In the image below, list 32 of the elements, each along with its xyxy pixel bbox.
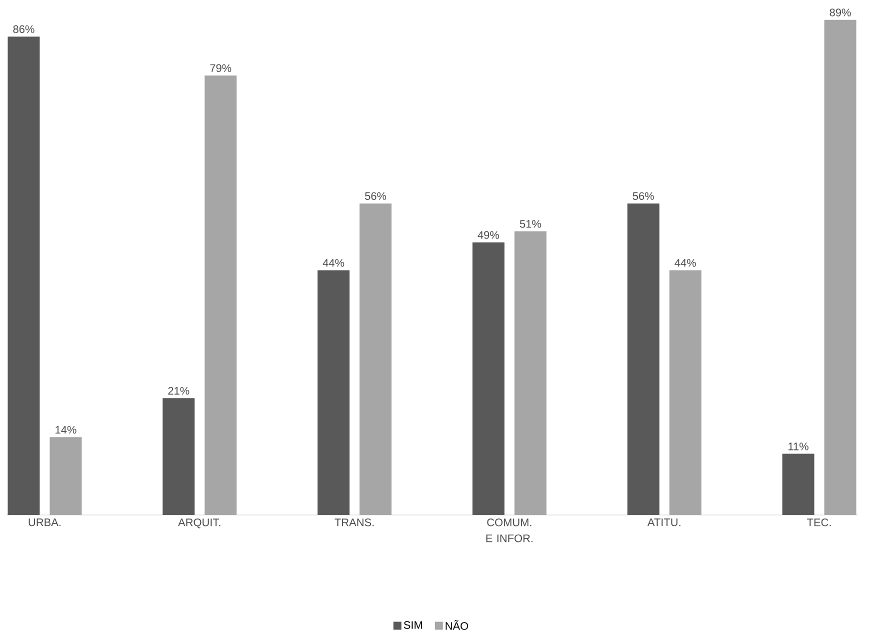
data-label: 11% bbox=[788, 442, 808, 450]
bar bbox=[824, 20, 856, 515]
data-label: 44% bbox=[674, 259, 696, 267]
bar bbox=[669, 270, 702, 515]
x-tick-label: URBA. bbox=[28, 518, 60, 526]
data-label: 56% bbox=[365, 192, 386, 200]
x-tick-label: TEC. bbox=[807, 518, 831, 526]
bar bbox=[514, 231, 546, 515]
data-label: 89% bbox=[830, 8, 851, 16]
bar bbox=[360, 203, 392, 515]
x-tick-label: COMUM. E INFOR. bbox=[486, 518, 533, 542]
data-label: 49% bbox=[478, 231, 500, 239]
data-label: 21% bbox=[168, 386, 190, 395]
x-tick-label: TRANS. bbox=[334, 518, 374, 526]
data-label: 56% bbox=[632, 192, 654, 200]
data-label: 86% bbox=[13, 25, 34, 34]
data-label: 44% bbox=[322, 259, 344, 267]
data-label: 79% bbox=[210, 64, 232, 72]
bar bbox=[318, 270, 350, 515]
bar bbox=[472, 242, 504, 515]
data-label: 51% bbox=[520, 220, 542, 228]
x-tick-label: ATITU. bbox=[647, 518, 680, 526]
x-tick-label: ARQUIT. bbox=[178, 518, 220, 528]
bar bbox=[162, 398, 195, 515]
legend-label: SIM bbox=[404, 621, 422, 629]
legend-label: NÃO bbox=[446, 620, 468, 630]
data-label: 14% bbox=[56, 426, 76, 434]
bar bbox=[50, 437, 82, 515]
bar bbox=[627, 203, 660, 515]
bar bbox=[204, 76, 237, 515]
bar bbox=[782, 454, 814, 515]
bar bbox=[8, 36, 40, 515]
